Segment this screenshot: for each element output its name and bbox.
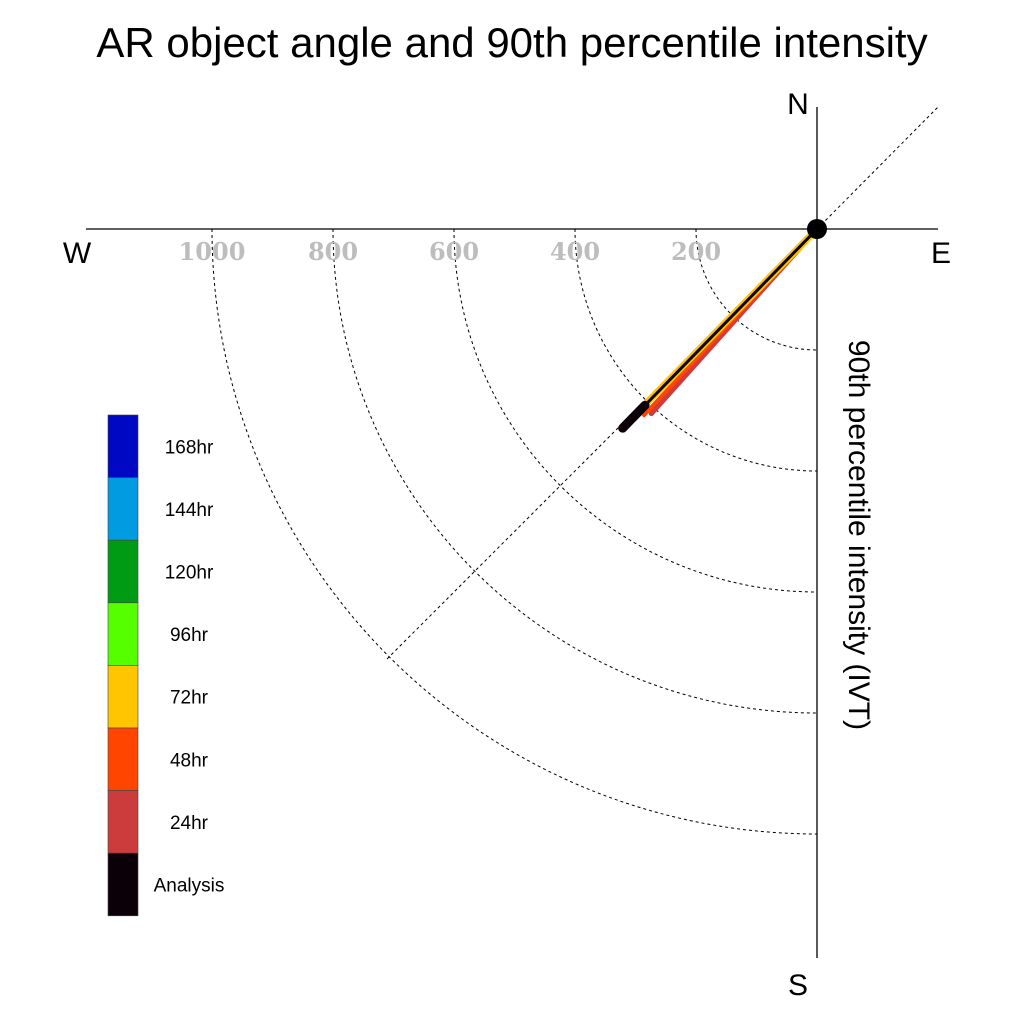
legend-swatch-120hr [107,539,139,604]
ring-800 [332,228,818,714]
legend-label-24hr: 24hr [170,813,209,834]
legend-label-48hr: 48hr [170,750,209,771]
series-line-analysis [629,227,819,422]
legend-swatch-96hr [107,602,139,666]
ring-label-600: 600 [429,237,479,266]
legend: 168hr 144hr 120hr 96hr 72hr 48hr 24hr Analysis [107,414,225,917]
legend-label-144hr: 144hr [165,500,214,521]
ring-label-200: 200 [671,237,721,266]
legend-swatch-48hr [107,727,139,791]
legend-label-96hr: 96hr [170,625,209,646]
origin-point [807,219,827,239]
legend-label-analysis: Analysis [154,876,225,897]
diagonal-guide-ne [816,106,939,230]
legend-swatch-72hr [107,665,139,729]
y-axis-label: 90th percentile intensity (IVT) [842,340,875,730]
compass-west-label: W [63,237,92,270]
grid-layer [211,106,939,835]
chart-title: AR object angle and 90th percentile inte… [96,19,927,66]
legend-swatch-24hr [107,790,139,854]
analysis-end-segment [618,400,650,433]
ring-200 [695,228,818,351]
legend-swatch-168hr [107,414,139,478]
compass-south-label: S [788,969,808,1002]
axes-layer [86,107,938,958]
legend-swatch-144hr [107,477,139,541]
ring-1000 [211,228,818,835]
legend-label-120hr: 120hr [165,563,214,584]
ring-label-800: 800 [308,237,358,266]
ring-400 [574,228,818,472]
ring-600 [453,228,818,593]
legend-swatch-analysis [107,852,139,917]
compass-east-label: E [931,237,951,270]
compass-north-label: N [787,88,809,121]
ring-labels: 200 400 600 800 1000 [179,237,721,266]
legend-label-72hr: 72hr [170,688,209,709]
ring-label-400: 400 [550,237,600,266]
legend-label-168hr: 168hr [165,437,214,458]
series-layer [618,219,827,433]
ring-label-1000: 1000 [179,237,246,266]
